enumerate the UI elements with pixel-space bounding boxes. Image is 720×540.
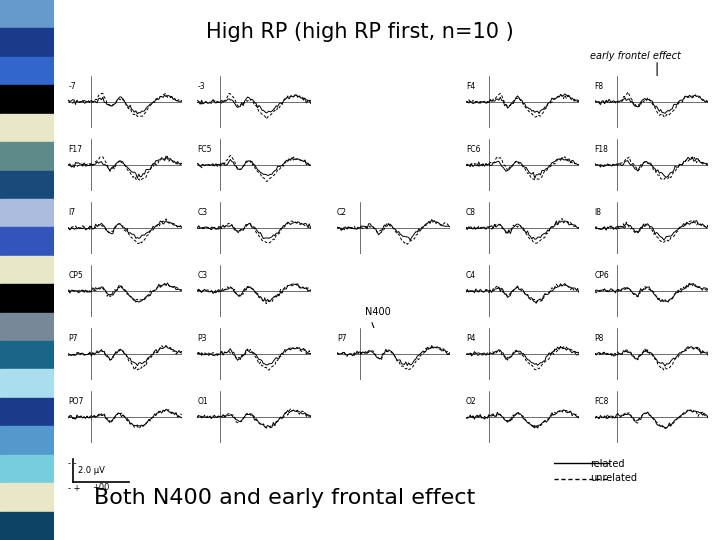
Text: FC6: FC6 bbox=[466, 145, 480, 154]
Bar bbox=[0, 369, 54, 398]
Text: -7: -7 bbox=[68, 82, 76, 91]
Bar bbox=[0, 426, 54, 455]
Text: +00: +00 bbox=[92, 483, 110, 491]
Bar bbox=[0, 483, 54, 511]
Bar bbox=[0, 114, 54, 142]
Text: CP6: CP6 bbox=[595, 271, 609, 280]
Text: I8: I8 bbox=[595, 208, 602, 217]
Text: FC8: FC8 bbox=[595, 397, 609, 406]
Text: 2.0 μV: 2.0 μV bbox=[78, 466, 104, 475]
Text: C3: C3 bbox=[197, 208, 207, 217]
Text: FC5: FC5 bbox=[197, 145, 212, 154]
Bar bbox=[0, 199, 54, 227]
Text: I7: I7 bbox=[68, 208, 76, 217]
Text: C2: C2 bbox=[337, 208, 347, 217]
Text: F8: F8 bbox=[595, 82, 604, 91]
Text: P7: P7 bbox=[68, 334, 78, 343]
Bar bbox=[0, 0, 54, 29]
Text: PO7: PO7 bbox=[68, 397, 84, 406]
Bar bbox=[0, 171, 54, 199]
Text: F4: F4 bbox=[466, 82, 475, 91]
Bar bbox=[0, 398, 54, 426]
Text: related: related bbox=[590, 460, 625, 469]
Bar bbox=[0, 511, 54, 540]
Text: F18: F18 bbox=[595, 145, 608, 154]
Bar bbox=[0, 455, 54, 483]
Bar bbox=[0, 85, 54, 114]
Text: Both N400 and early frontal effect: Both N400 and early frontal effect bbox=[94, 488, 475, 508]
Text: N400: N400 bbox=[365, 307, 391, 318]
Bar bbox=[0, 256, 54, 284]
Bar bbox=[0, 284, 54, 313]
Text: P7: P7 bbox=[337, 334, 346, 343]
Bar bbox=[0, 227, 54, 256]
Text: - -: - - bbox=[68, 459, 77, 468]
Text: CP5: CP5 bbox=[68, 271, 83, 280]
Bar bbox=[0, 142, 54, 171]
Text: O1: O1 bbox=[197, 397, 208, 406]
Text: early frontel effect: early frontel effect bbox=[590, 51, 681, 62]
Text: O2: O2 bbox=[466, 397, 477, 406]
Text: C4: C4 bbox=[466, 271, 476, 280]
Text: C8: C8 bbox=[466, 208, 476, 217]
Text: High RP (high RP first, n=10 ): High RP (high RP first, n=10 ) bbox=[206, 22, 514, 42]
Bar bbox=[0, 29, 54, 57]
Text: C3: C3 bbox=[197, 271, 207, 280]
Text: unrelated: unrelated bbox=[590, 473, 637, 483]
Bar bbox=[0, 313, 54, 341]
Text: - +: - + bbox=[68, 484, 81, 493]
Bar bbox=[0, 341, 54, 369]
Text: P3: P3 bbox=[197, 334, 207, 343]
Text: P4: P4 bbox=[466, 334, 475, 343]
Bar bbox=[0, 57, 54, 85]
Text: F17: F17 bbox=[68, 145, 82, 154]
Text: -3: -3 bbox=[197, 82, 205, 91]
Text: P8: P8 bbox=[595, 334, 604, 343]
